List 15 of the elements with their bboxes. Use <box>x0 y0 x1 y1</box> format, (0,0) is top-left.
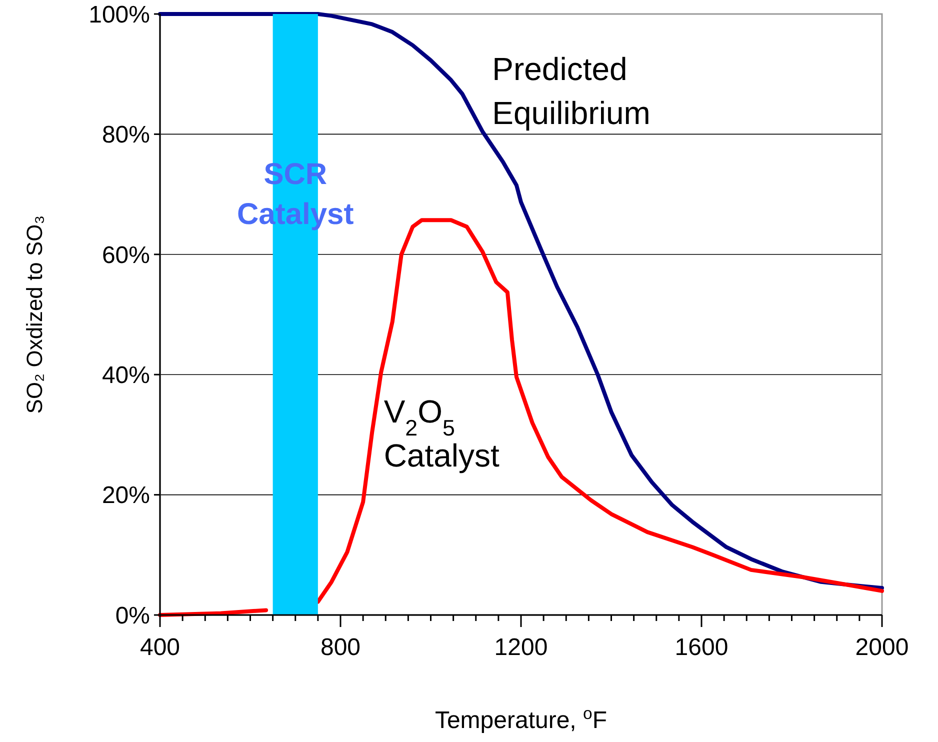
x-tick-label: 2000 <box>855 634 909 661</box>
y-tick-label: 40% <box>102 362 150 389</box>
y-axis-title: SO₂ Oxdized to SO₃ <box>22 215 47 414</box>
x-tick-label: 1600 <box>674 634 728 661</box>
y-tick-label: 60% <box>102 242 150 269</box>
x-axis-title: Temperature, $^{o}$F <box>434 704 608 734</box>
series-label: Predicted Equilibrium <box>492 51 650 132</box>
y-tick-label: 0% <box>115 602 150 630</box>
y-tick-label: 100% <box>88 1 150 28</box>
y-tick-label: 80% <box>102 122 150 149</box>
y-tick-label: 20% <box>102 482 150 510</box>
x-tick-label: 400 <box>140 634 180 661</box>
series-label: V$_{2}$O$_{5}$ Catalyst <box>384 394 500 474</box>
x-tick-label: 1200 <box>494 634 548 661</box>
x-tick-label: 800 <box>320 634 361 661</box>
